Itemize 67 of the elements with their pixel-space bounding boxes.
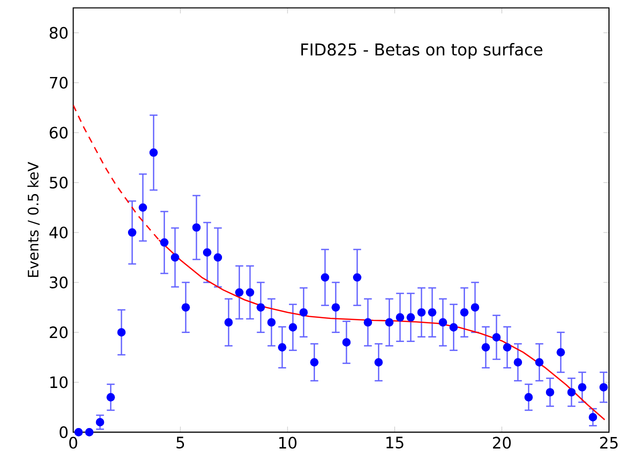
y-tick-label: 30 xyxy=(50,276,68,288)
x-tick-label: 10 xyxy=(279,436,296,449)
point xyxy=(128,228,136,237)
x-tick-label: 15 xyxy=(386,436,404,449)
point xyxy=(320,273,330,282)
x-tick-label: 20 xyxy=(493,436,511,449)
point xyxy=(299,308,308,317)
point xyxy=(202,248,212,257)
point xyxy=(352,273,362,282)
point xyxy=(138,203,148,212)
x-tick-label: 5 xyxy=(176,436,184,449)
point xyxy=(428,308,436,317)
point xyxy=(406,313,415,322)
point xyxy=(417,308,426,317)
point xyxy=(182,303,190,312)
point xyxy=(503,343,512,352)
y-tick-label: 50 xyxy=(50,176,68,189)
y-tick-label: 40 xyxy=(49,226,68,239)
point xyxy=(492,333,501,342)
point xyxy=(256,303,265,312)
point xyxy=(514,358,522,367)
point xyxy=(85,428,94,436)
point xyxy=(546,388,554,397)
point xyxy=(235,288,244,297)
y-tick-label: 60 xyxy=(50,126,68,139)
point xyxy=(535,358,544,367)
y-tick-label: 80 xyxy=(50,26,68,39)
point xyxy=(374,358,383,367)
point xyxy=(460,308,469,317)
y-tick-label: 70 xyxy=(50,76,68,89)
point xyxy=(578,383,586,392)
point xyxy=(267,318,276,327)
point xyxy=(385,318,394,327)
point xyxy=(224,318,233,327)
point xyxy=(332,303,340,312)
point xyxy=(117,328,126,337)
y-tick-label: 10 xyxy=(50,376,68,388)
y-tick-label: 20 xyxy=(50,326,68,338)
point xyxy=(438,318,448,327)
point xyxy=(342,338,351,347)
y-axis-title: Events / 0.5 keV xyxy=(27,162,40,278)
x-tick-label: 0 xyxy=(69,436,78,449)
point xyxy=(160,238,168,247)
point xyxy=(449,323,458,332)
point xyxy=(278,343,286,352)
x-tick-label: 25 xyxy=(600,436,618,449)
point xyxy=(524,393,533,402)
point xyxy=(588,413,598,422)
text: FID825 - Betas on top surface xyxy=(301,43,542,59)
y-tick-label: 0 xyxy=(60,426,68,438)
point xyxy=(364,318,372,327)
point xyxy=(482,343,490,352)
point xyxy=(470,303,480,312)
point xyxy=(599,383,608,392)
point xyxy=(288,323,298,332)
point xyxy=(74,428,83,436)
point xyxy=(170,253,180,262)
point xyxy=(149,148,158,157)
point xyxy=(396,313,404,322)
point xyxy=(310,358,319,367)
point xyxy=(567,388,576,397)
point xyxy=(192,223,201,232)
point xyxy=(214,253,222,262)
point xyxy=(556,348,565,357)
point xyxy=(246,288,254,297)
point xyxy=(96,418,104,427)
point xyxy=(106,393,115,402)
